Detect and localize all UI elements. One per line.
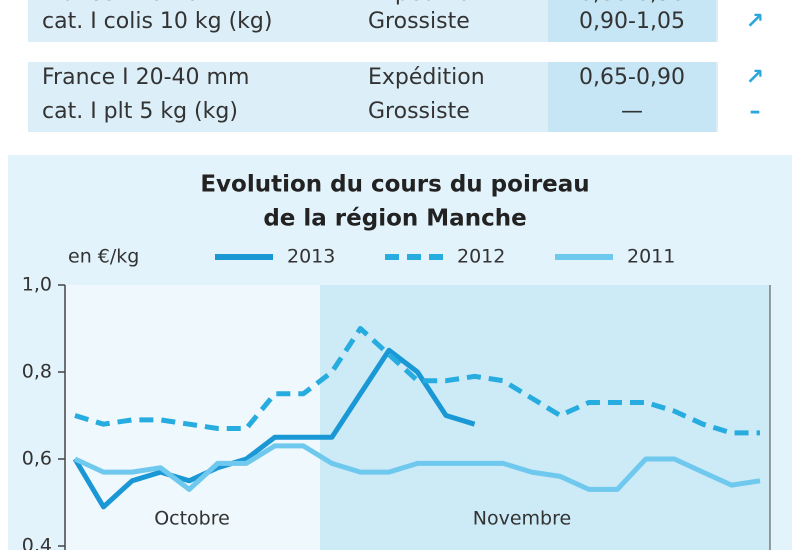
price-cell: 0,90-1,05 — [579, 9, 685, 34]
price-cell-bg — [548, 0, 716, 42]
product-cell: France I 20-40 mm — [42, 65, 249, 90]
legend-label: 2013 — [287, 246, 335, 268]
y-tick-label: 0,6 — [22, 448, 52, 470]
table: France I 20-40 mm Expédition 0,80-0,90 ↗ cat… — [42, 0, 764, 124]
y-tick-label: 1,0 — [22, 274, 52, 296]
line-series — [72, 347, 476, 510]
product-cell: cat. I plt 5 kg (kg) — [42, 99, 238, 124]
price-cell: — — [621, 99, 643, 124]
price-cell-bg — [548, 62, 716, 132]
stage-cell: Grossiste — [368, 9, 470, 34]
line-series — [73, 443, 761, 492]
trend-icon: – — [750, 99, 761, 124]
annotation: Octobre — [154, 508, 230, 530]
line-series — [74, 326, 760, 436]
product-cell: cat. I colis 10 kg (kg) — [42, 9, 272, 34]
y-tick-label: 0,4 — [22, 535, 52, 550]
y-axis-label: en €/kg — [68, 246, 139, 268]
month-band — [320, 285, 770, 550]
trend-icon: ↗ — [746, 65, 764, 90]
stage-cell: Expédition — [368, 65, 485, 90]
chart-title: Evolution du cours du poireau — [200, 172, 589, 198]
stage-cell: Grossiste — [368, 99, 470, 124]
product-cell: France I 20-40 mm — [42, 0, 249, 6]
price-cell: 0,80-0,90 — [579, 0, 685, 6]
trend-icon: ↗ — [746, 0, 764, 6]
trend-icon: ↗ — [746, 9, 764, 34]
plot: 0,4 0,6 0,8 1,0 2013 2012 2011 — [22, 246, 761, 550]
annotation: Novembre — [473, 508, 571, 530]
stage-cell: Expédition — [368, 0, 485, 6]
chart-title: de la région Manche — [263, 206, 526, 232]
y-tick-label: 0,8 — [22, 361, 52, 383]
legend-label: 2012 — [457, 246, 505, 268]
price-cell: 0,65-0,90 — [579, 65, 685, 90]
legend-label: 2011 — [627, 246, 675, 268]
